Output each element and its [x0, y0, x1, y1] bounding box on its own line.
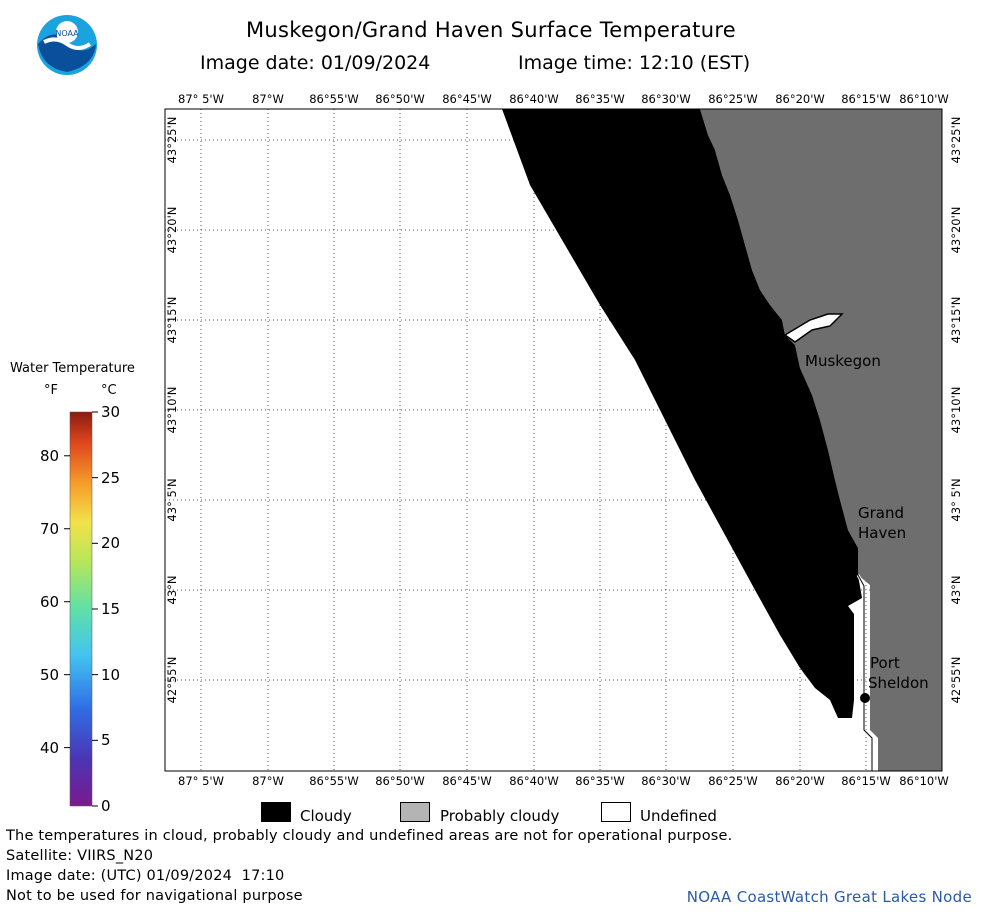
- place-label-muskegon: Muskegon: [805, 352, 881, 370]
- lat-label-left: 43° 5'N: [165, 478, 179, 521]
- legend-title: Water Temperature: [10, 361, 135, 376]
- logo-lettering: NOAA: [55, 29, 79, 38]
- image-date: Image date: 01/09/2024: [200, 52, 431, 74]
- lon-label-bottom: 86°50'W: [375, 774, 425, 788]
- lat-label-right: 43°15'N: [949, 297, 963, 344]
- lon-label-top: 86°55'W: [309, 92, 359, 106]
- lon-label-top: 86°40'W: [509, 92, 559, 106]
- lon-label-top: 86°30'W: [641, 92, 691, 106]
- celsius-tick-label: 15: [101, 600, 121, 618]
- lat-label-left: 43°20'N: [165, 207, 179, 254]
- lon-label-bottom: 86°15'W: [841, 774, 891, 788]
- celsius-tick-label: 25: [101, 468, 121, 487]
- fahrenheit-tick-label: 60: [40, 592, 60, 611]
- place-label-port-sheldon-2: Sheldon: [868, 674, 929, 692]
- celsius-tick-label: 5: [101, 731, 111, 750]
- map-frame: [164, 108, 943, 772]
- lat-label-right: 43° 5'N: [949, 478, 963, 521]
- legend-unit-celsius: °C: [101, 383, 117, 398]
- celsius-tick-label: 0: [101, 797, 111, 815]
- lon-label-top: 87°W: [252, 92, 284, 106]
- satellite-info: Satellite: VIIRS_N20: [6, 848, 154, 864]
- fahrenheit-tick-label: 40: [40, 738, 60, 757]
- key-label-cloudy: Cloudy: [300, 807, 352, 825]
- lon-label-top: 86°15'W: [841, 92, 891, 106]
- longitude-labels-bottom: 87° 5'W 87°W 86°55'W 86°50'W 86°45'W 86°40'W 8…: [178, 774, 949, 788]
- lon-label-bottom: 86°20'W: [775, 774, 825, 788]
- fahrenheit-tick-label: 80: [40, 446, 60, 465]
- key-swatch-probably-cloudy: [400, 802, 430, 822]
- lon-label-bottom: 87° 5'W: [178, 774, 224, 788]
- celsius-tick-label: 20: [101, 534, 121, 553]
- lat-label-right: 43°20'N: [949, 207, 963, 254]
- lat-label-left: 43°25'N: [165, 117, 179, 164]
- image-time: Image time: 12:10 (EST): [518, 52, 751, 74]
- latitude-labels-left: 43°25'N 43°20'N 43°15'N 43°10'N 43° 5'N 43°N 4…: [165, 117, 179, 704]
- lon-label-top: 86°10'W: [899, 92, 949, 106]
- lon-label-bottom: 86°25'W: [708, 774, 758, 788]
- legend-unit-fahrenheit: °F: [44, 383, 58, 398]
- disclaimer-note: The temperatures in cloud, probably clou…: [6, 828, 733, 844]
- lon-label-top: 86°50'W: [375, 92, 425, 106]
- lon-label-bottom: 86°40'W: [509, 774, 559, 788]
- key-swatch-undefined: [601, 802, 631, 822]
- key-swatch-cloudy: [261, 802, 291, 822]
- land-area: [700, 109, 942, 771]
- noaa-logo: NOAA: [37, 15, 97, 75]
- muskegon-lake: [783, 313, 844, 343]
- cloud-band: [502, 109, 862, 718]
- lat-label-right: 42°55'N: [949, 657, 963, 704]
- lon-label-bottom: 86°55'W: [309, 774, 359, 788]
- lat-label-left: 43°10'N: [165, 387, 179, 434]
- lon-label-top: 86°20'W: [775, 92, 825, 106]
- key-label-undefined: Undefined: [640, 807, 717, 825]
- lat-label-right: 43°25'N: [949, 117, 963, 164]
- lon-label-bottom: 86°10'W: [899, 774, 949, 788]
- place-label-grand-haven-2: Haven: [858, 524, 906, 542]
- navigation-warning: Not to be used for navigational purpose: [6, 888, 303, 904]
- lon-label-bottom: 86°45'W: [442, 774, 492, 788]
- port-sheldon-marker: [860, 693, 870, 703]
- lon-label-bottom: 87°W: [252, 774, 284, 788]
- color-scale-bar: [69, 411, 93, 807]
- place-label-grand-haven-1: Grand: [858, 504, 904, 522]
- page-title: Muskegon/Grand Haven Surface Temperature: [245, 18, 737, 42]
- lat-label-left: 42°55'N: [165, 657, 179, 704]
- lon-label-top: 87° 5'W: [178, 92, 224, 106]
- fahrenheit-tick-label: 70: [40, 519, 60, 538]
- credit-link[interactable]: NOAA CoastWatch Great Lakes Node: [686, 888, 972, 906]
- celsius-tick-label: 10: [101, 665, 121, 684]
- key-label-probably-cloudy: Probably cloudy: [440, 807, 560, 825]
- fahrenheit-tick-label: 50: [40, 665, 60, 684]
- place-label-port-sheldon-1: Port: [870, 654, 900, 672]
- lat-label-left: 43°15'N: [165, 297, 179, 344]
- latitude-labels-right: 43°25'N 43°20'N 43°15'N 43°10'N 43° 5'N 43°N 4…: [949, 117, 963, 704]
- color-scale: [64, 411, 98, 807]
- utc-date: Image date: (UTC) 01/09/2024 17:10: [6, 868, 285, 884]
- lon-label-bottom: 86°35'W: [575, 774, 625, 788]
- lon-label-top: 86°25'W: [708, 92, 758, 106]
- lon-label-bottom: 86°30'W: [641, 774, 691, 788]
- lon-label-top: 86°35'W: [575, 92, 625, 106]
- lat-label-left: 43°N: [165, 576, 179, 605]
- lat-label-right: 43°10'N: [949, 387, 963, 434]
- lat-label-right: 43°N: [949, 576, 963, 605]
- lon-label-top: 86°45'W: [442, 92, 492, 106]
- longitude-labels-top: 87° 5'W 87°W 86°55'W 86°50'W 86°45'W 86°40'W 8…: [178, 92, 949, 106]
- celsius-tick-label: 30: [101, 403, 121, 421]
